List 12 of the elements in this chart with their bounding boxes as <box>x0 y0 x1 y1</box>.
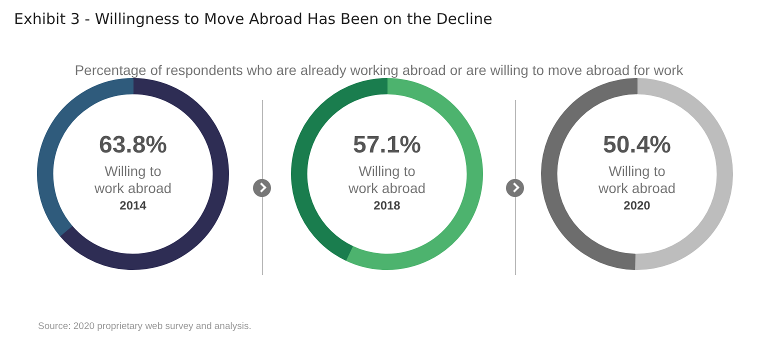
source-note: Source: 2020 proprietary web survey and analysis. <box>38 321 252 332</box>
text: 2020 <box>624 198 651 212</box>
chart-title: Exhibit 3 - Willingness to Move Abroad Has Been on the Decline <box>14 10 492 28</box>
data-label: 63.8% <box>98 132 168 159</box>
slice-label: Willing to work abroad <box>93 162 172 196</box>
text: Percentage of respondents who are already working abroad or are willing to move abroad for work <box>74 62 684 78</box>
slice-label: Willing to work abroad <box>597 162 676 196</box>
data-label: 50.4% <box>602 132 672 159</box>
data-label: 57.1% <box>352 132 422 159</box>
text: 2014 <box>120 198 147 212</box>
slice-label: Willing to work abroad <box>347 162 426 196</box>
text: 2018 <box>374 198 401 212</box>
